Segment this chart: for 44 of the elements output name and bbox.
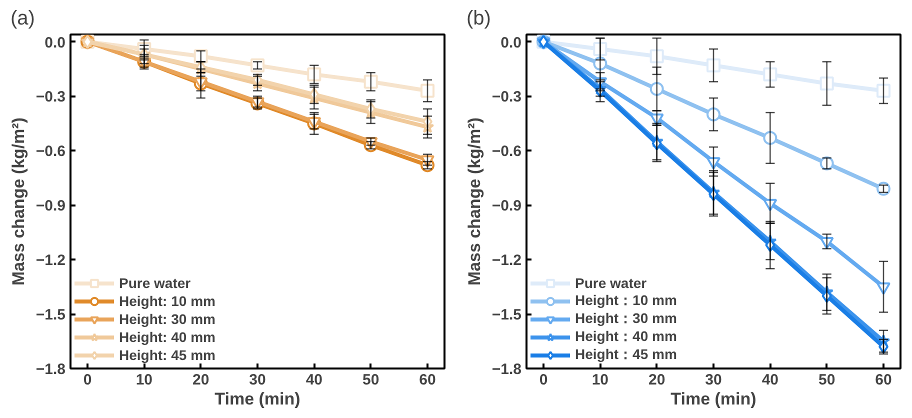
x-tick-label: 10 [136, 372, 153, 388]
legend-label: Height: 40 mm [119, 328, 216, 346]
legend-label: Pure water [119, 274, 191, 292]
legend-label: Height: 45 mm [119, 346, 216, 364]
x-tick-label: 30 [249, 372, 266, 388]
y-tick-label: −0.6 [36, 143, 66, 160]
x-tick-label: 30 [705, 372, 722, 388]
x-tick-label: 0 [83, 372, 92, 388]
y-tick-label: −0.3 [36, 88, 66, 106]
y-tick-label: 0.0 [500, 34, 522, 52]
y-tick-label: 0.0 [44, 34, 66, 52]
legend-label: Height: 30 mm [119, 310, 216, 328]
x-tick-label: 0 [539, 372, 548, 388]
legend-label: Height：40 mm [575, 328, 677, 346]
x-tick-label: 20 [648, 372, 666, 388]
legend-label: Height：45 mm [575, 346, 677, 364]
y-axis-title: Mass change (kg/m²) [464, 117, 484, 286]
legend-label: Height：30 mm [575, 310, 677, 328]
y-tick-label: −0.6 [492, 143, 522, 160]
x-tick-label: 50 [818, 372, 836, 388]
legend-label: Height: 10 mm [119, 292, 216, 310]
x-tick-label: 40 [306, 372, 323, 388]
y-tick-label: −0.9 [492, 198, 522, 215]
y-tick-label: −1.5 [492, 306, 522, 324]
legend-label: Height：10 mm [575, 292, 677, 310]
y-tick-label: −1.8 [36, 361, 66, 378]
x-tick-label: 60 [419, 372, 436, 388]
x-tick-label: 60 [875, 372, 892, 388]
y-tick-label: −1.5 [36, 306, 66, 324]
x-tick-label: 10 [592, 372, 609, 388]
x-axis-title: Time (min) [670, 390, 756, 408]
x-axis-title: Time (min) [214, 390, 300, 408]
y-axis-title: Mass change (kg/m²) [8, 117, 28, 286]
legend-label: Pure water [575, 274, 647, 292]
y-tick-label: −1.8 [492, 361, 522, 378]
y-tick-label: −0.9 [36, 198, 66, 215]
y-tick-label: −1.2 [492, 252, 522, 270]
x-tick-label: 20 [192, 372, 210, 388]
y-tick-label: −0.3 [492, 88, 522, 106]
x-tick-label: 50 [362, 372, 380, 388]
y-tick-label: −1.2 [36, 252, 66, 270]
x-tick-label: 40 [762, 372, 779, 388]
chart-title: (a) [10, 8, 35, 30]
chart-title: (b) [466, 8, 491, 30]
